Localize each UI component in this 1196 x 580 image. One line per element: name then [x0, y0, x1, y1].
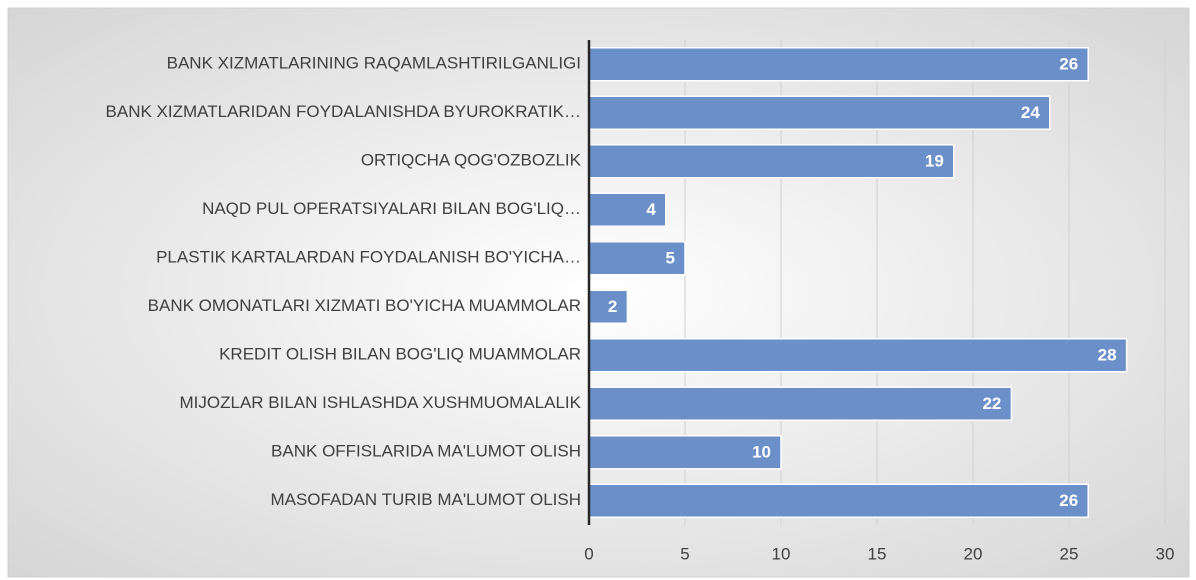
- y-tick-label: PLASTIK KARTALARDAN FOYDALANISH BO'YICHA…: [156, 248, 581, 267]
- bar: [588, 338, 1128, 373]
- y-tick-label: BANK OFFISLARIDA MA'LUMOT OLISH: [271, 442, 581, 461]
- data-label: 28: [1098, 346, 1117, 365]
- x-tick-label: 20: [964, 544, 983, 563]
- y-tick-label: KREDIT OLISH BILAN BOG'LIQ MUAMMOLAR: [219, 345, 581, 364]
- bar: [588, 483, 1089, 518]
- y-tick-label: BANK OMONATLARI XIZMATI BO'YICHA MUAMMOL…: [148, 296, 581, 315]
- bar: [588, 47, 1089, 82]
- data-label: 2: [608, 297, 617, 316]
- bar: [588, 241, 686, 276]
- data-label: 19: [925, 152, 944, 171]
- data-label: 22: [982, 394, 1001, 413]
- bar: [588, 144, 955, 179]
- x-tick-label: 15: [868, 544, 887, 563]
- x-tick-label: 5: [680, 544, 689, 563]
- data-label: 24: [1021, 103, 1040, 122]
- data-label: 26: [1059, 55, 1078, 74]
- bar: [588, 95, 1051, 130]
- data-label: 10: [752, 443, 771, 462]
- bar: [588, 435, 782, 470]
- x-tick-label: 30: [1156, 544, 1175, 563]
- bar: [588, 192, 667, 227]
- x-tick-label: 25: [1060, 544, 1079, 563]
- bar: [588, 386, 1013, 421]
- x-tick-label: 10: [772, 544, 791, 563]
- y-tick-label: ORTIQCHA QOG'OZBOZLIK: [361, 151, 582, 170]
- y-tick-label: MIJOZLAR BILAN ISHLASHDA XUSHMUOMALALIK: [180, 393, 582, 412]
- data-label: 4: [646, 200, 656, 219]
- y-tick-label: MASOFADAN TURIB MA'LUMOT OLISH: [270, 490, 581, 509]
- data-label: 26: [1059, 491, 1078, 510]
- x-tick-label: 0: [584, 544, 593, 563]
- y-tick-label: BANK XIZMATLARIDAN FOYDALANISHDA BYUROKR…: [106, 102, 581, 121]
- y-tick-label: NAQD PUL OPERATSIYALARI BILAN BOG'LIQ…: [202, 199, 581, 218]
- y-tick-label: BANK XIZMATLARINING RAQAMLASHTIRILGANLIG…: [167, 54, 581, 73]
- data-label: 5: [666, 249, 675, 268]
